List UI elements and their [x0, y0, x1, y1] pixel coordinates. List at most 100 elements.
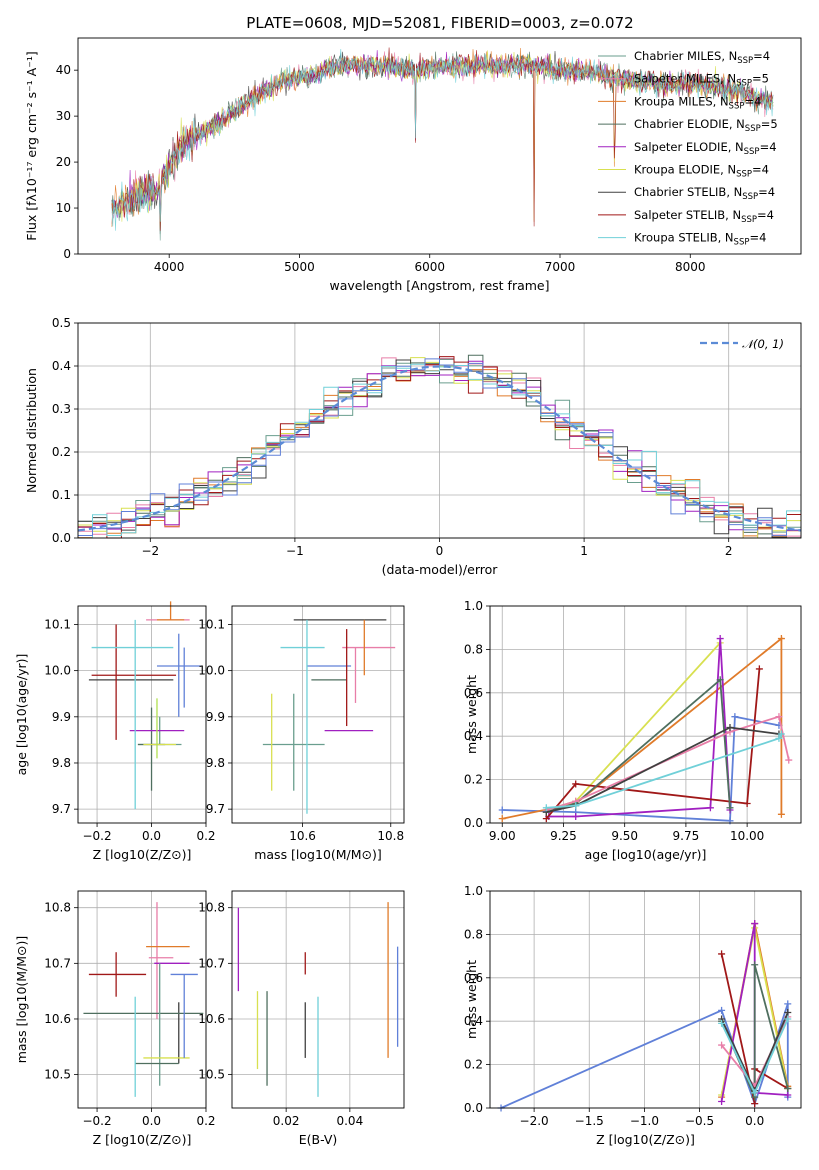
- x-tick-label: −1: [286, 544, 304, 558]
- x-tick-label: −2: [141, 544, 159, 558]
- x-axis-label: wavelength [Angstrom, rest frame]: [329, 278, 549, 293]
- legend-subscript: SSP: [745, 124, 761, 134]
- data-point-marker: [716, 635, 724, 643]
- y-tick-label: 1.0: [464, 599, 483, 613]
- legend-suffix: =5: [752, 72, 769, 86]
- panel-residuals: −2 −1 0 1 2 0.0 0.1 0.2 0.3 0.4 0.5 (data-model)/er…: [24, 316, 802, 577]
- data-point-marker: [718, 950, 726, 958]
- x-tick-label: −2.0: [520, 1114, 549, 1128]
- legend-suffix: =4: [752, 163, 769, 177]
- legend-suffix: =4: [758, 185, 775, 199]
- x-tick-label: 7000: [545, 260, 576, 274]
- data-point-marker: [775, 734, 783, 742]
- data-point-marker: [706, 804, 714, 812]
- series-line: [546, 642, 721, 811]
- x-axis-label: mass [log10(M/M⊙)]: [254, 847, 382, 862]
- data-point-marker: [784, 1015, 792, 1023]
- data-point-marker: [716, 676, 724, 684]
- x-tick-label: −0.2: [82, 1114, 111, 1128]
- plot-area: [83, 902, 204, 1097]
- data-point-marker: [718, 1019, 726, 1027]
- y-tick-label: 10.1: [44, 617, 71, 631]
- x-tick-label: 6000: [414, 260, 445, 274]
- y-axis-label: mass weight: [464, 675, 479, 754]
- histogram-step: [78, 359, 801, 539]
- y-tick-label: 0.6: [464, 971, 483, 985]
- data-point-marker: [751, 920, 759, 928]
- plot-area: [497, 920, 792, 1112]
- legend-subscript: SSP: [741, 215, 757, 225]
- y-tick-label: 10.1: [198, 617, 225, 631]
- x-axis-label: Z [log10(Z/Z⊙)]: [93, 847, 192, 862]
- normal-curve: [77, 365, 802, 532]
- data-point-marker: [784, 1091, 792, 1099]
- series-line: [502, 715, 780, 822]
- axes-frame: [489, 605, 802, 824]
- legend-subscript: SSP: [736, 170, 752, 180]
- y-tick-label: 10.5: [44, 1068, 71, 1082]
- data-point-marker: [572, 802, 580, 810]
- x-tick-label: 0.0: [142, 829, 161, 843]
- x-tick-label: 4000: [154, 260, 185, 274]
- panel-spectrum: 4000 5000 6000 7000 8000 0 10 20 30 40 wavelength …: [24, 37, 802, 293]
- legend-suffix: =4: [749, 231, 766, 245]
- panel-mass-vs-Z: −0.2 0.0 0.2 10.5 10.6 10.7 10.8 Z [log10(Z/Z⊙)…: [14, 890, 216, 1147]
- data-point-marker: [542, 804, 550, 812]
- x-axis-label: age [log10(age/yr)]: [585, 847, 707, 862]
- legend-label: Chabrier STELIB, N: [634, 185, 742, 199]
- x-tick-label: 0.04: [336, 1114, 363, 1128]
- legend-entry: Chabrier ELODIE, NSSP=5: [634, 117, 778, 134]
- y-tick-label: 10.6: [44, 1012, 71, 1026]
- data-point-marker: [731, 713, 739, 721]
- x-tick-label: 0.2: [196, 829, 215, 843]
- data-point-marker: [755, 665, 763, 673]
- legend-subscript: SSP: [736, 79, 752, 89]
- data-point-marker: [726, 804, 734, 812]
- data-point-marker: [542, 815, 550, 823]
- legend-subscript: SSP: [742, 192, 758, 202]
- x-tick-label: 0.0: [142, 1114, 161, 1128]
- plot-area: [77, 354, 802, 539]
- data-point-marker: [777, 730, 785, 738]
- x-tick-label: 9.75: [673, 829, 700, 843]
- legend-suffix: =4: [757, 208, 774, 222]
- y-tick-label: 10.8: [44, 901, 71, 915]
- legend-label: Chabrier ELODIE, N: [634, 117, 745, 131]
- y-axis-label: Normed distribution: [24, 368, 39, 493]
- legend-subscript: SSP: [744, 147, 760, 157]
- y-tick-label: 10.6: [198, 1012, 225, 1026]
- legend-entry: Salpeter STELIB, NSSP=4: [634, 208, 774, 225]
- y-tick-label: 10.0: [44, 664, 71, 678]
- x-tick-label: −0.2: [82, 829, 111, 843]
- legend-label: Salpeter MILES, N: [634, 72, 736, 86]
- y-tick-label: 9.7: [206, 802, 225, 816]
- data-point-marker: [751, 961, 759, 969]
- y-axis-label: mass [log10(M/M⊙)]: [14, 936, 29, 1064]
- series-line: [545, 668, 761, 820]
- data-point-marker: [743, 799, 751, 807]
- y-tick-label: 10.5: [198, 1068, 225, 1082]
- x-axis-label: (data-model)/error: [382, 562, 499, 577]
- x-axis-label: Z [log10(Z/Z⊙)]: [93, 1132, 192, 1147]
- panel-massweight-vs-age: 9.00 9.25 9.50 9.75 10.00 0.0 0.2 0.4 0.6 0.8 1.0 a…: [464, 599, 802, 862]
- y-axis-label: age [log10(age/yr)]: [14, 654, 29, 776]
- data-point-marker: [785, 756, 793, 764]
- axes-frame: [231, 890, 405, 1109]
- data-point-marker: [784, 1084, 792, 1092]
- x-tick-label: 9.00: [489, 829, 516, 843]
- x-tick-label: 5000: [284, 260, 315, 274]
- y-tick-label: 0.2: [52, 445, 71, 459]
- legend-entry: Kroupa ELODIE, NSSP=4: [634, 163, 769, 180]
- legend-normal-label: 𝒩(0, 1): [742, 337, 784, 351]
- legend-label: Kroupa ELODIE, N: [634, 163, 736, 177]
- y-tick-label: 10.8: [198, 901, 225, 915]
- plot-area: [498, 635, 793, 825]
- y-tick-label: 30: [56, 109, 71, 123]
- y-tick-label: 0.4: [52, 359, 71, 373]
- legend-label: Kroupa STELIB, N: [634, 231, 734, 245]
- spectrum-line: [111, 48, 774, 231]
- legend-suffix: =4: [753, 49, 770, 63]
- legend-entry: Salpeter ELODIE, NSSP=4: [634, 140, 777, 157]
